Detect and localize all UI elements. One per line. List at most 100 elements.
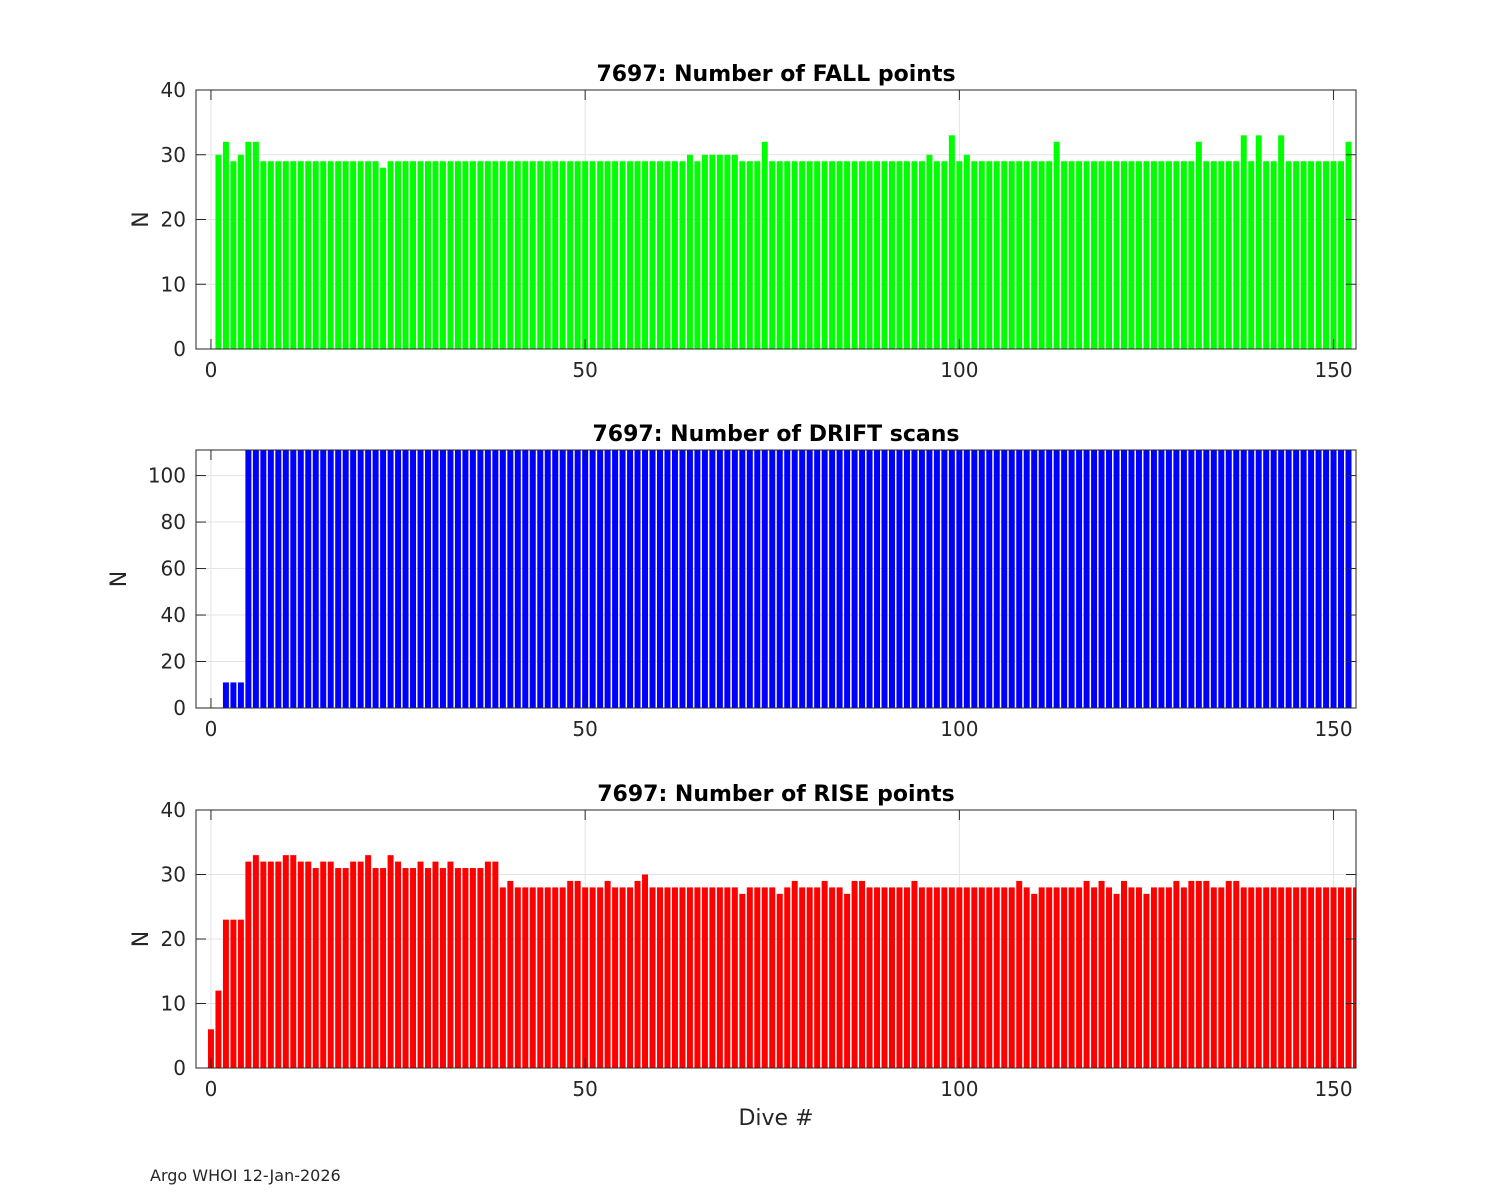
rise-bar (686, 887, 693, 1068)
rise-bar (619, 887, 626, 1068)
drift-bar (252, 450, 259, 708)
rise-bar (709, 887, 716, 1068)
rise-bar (1375, 881, 1381, 1068)
fall-bar (739, 161, 746, 349)
rise-xtick-label: 100 (940, 1077, 978, 1101)
drift-bar (731, 450, 738, 708)
fall-bar (380, 167, 387, 349)
rise-bar (1016, 880, 1023, 1068)
rise-bar (327, 861, 334, 1068)
rise-bar (821, 880, 828, 1068)
fall-bar (365, 161, 372, 349)
fall-bar (1165, 161, 1172, 349)
drift-bar (1150, 450, 1157, 708)
drift-bar (305, 450, 312, 708)
fall-bar (1068, 161, 1075, 349)
drift-bar (1248, 450, 1255, 708)
fall-title: 7697: Number of FALL points (596, 62, 955, 87)
rise-bar (260, 861, 267, 1068)
rise-xtick-label: 50 (572, 1077, 597, 1101)
rise-bar (911, 880, 918, 1068)
drift-bar (657, 450, 663, 708)
rise-ylabel: N (129, 931, 154, 947)
rise-bar (933, 887, 940, 1068)
fall-bar (963, 154, 970, 349)
rise-bar (567, 880, 574, 1068)
drift-bar (1218, 450, 1225, 708)
fall-bar (911, 161, 918, 349)
rise-bar (814, 887, 821, 1068)
rise-bar (290, 855, 297, 1068)
rise-bar (866, 887, 873, 1068)
fall-bar (342, 161, 349, 349)
rise-bar (537, 887, 544, 1068)
fall-bar (716, 154, 723, 349)
fall-bar (941, 161, 948, 349)
drift-bar (402, 450, 409, 708)
fall-bar (1128, 161, 1135, 349)
rise-bar (1023, 887, 1030, 1068)
fall-bar (454, 161, 461, 349)
drift-bar (1225, 450, 1232, 708)
rise-bar (559, 887, 566, 1068)
rise-bar (410, 868, 417, 1068)
rise-bar (439, 868, 446, 1068)
fall-bar (754, 161, 761, 349)
drift-bar (297, 450, 304, 708)
fall-bar (956, 161, 963, 349)
fall-bar (1158, 161, 1165, 349)
rise-bar (252, 855, 259, 1068)
fall-bar (791, 161, 798, 349)
drift-bar (275, 450, 282, 708)
rise-bar (1278, 887, 1285, 1068)
drift-bar (267, 450, 274, 708)
fall-bar (1210, 161, 1217, 349)
rise-bar (784, 887, 791, 1068)
fall-bar (1323, 161, 1330, 349)
drift-bar (1263, 450, 1270, 708)
drift-bar (1195, 450, 1202, 708)
fall-bar (978, 161, 985, 349)
fall-bar (821, 161, 828, 349)
rise-bar (1368, 887, 1374, 1068)
fall-bar (1203, 161, 1210, 349)
fall-bar (1263, 161, 1270, 349)
rise-bar (1046, 887, 1053, 1068)
rise-bar (1225, 880, 1232, 1068)
rise-bar (791, 880, 798, 1068)
fall-bar (1270, 161, 1277, 349)
fall-bar (275, 161, 282, 349)
fall-bar (836, 161, 843, 349)
drift-bar (372, 450, 379, 708)
rise-bar (896, 887, 903, 1068)
drift-bar (1293, 450, 1300, 708)
rise-bar (1031, 893, 1038, 1068)
rise-ytick-label: 30 (161, 863, 186, 887)
drift-bar (574, 450, 581, 708)
drift-bar (776, 450, 783, 708)
drift-bar (1323, 450, 1330, 708)
drift-bar (1106, 450, 1113, 708)
drift-bar (911, 450, 918, 708)
fall-bar (1180, 161, 1187, 349)
rise-bar (477, 868, 484, 1068)
rise-bar (806, 887, 813, 1068)
rise-bar (320, 861, 327, 1068)
rise-xtick-label: 0 (205, 1077, 218, 1101)
drift-bar (709, 450, 716, 708)
fall-bars (215, 135, 1352, 349)
drift-bar (1023, 450, 1030, 708)
fall-bar (657, 161, 663, 349)
drift-bar (410, 450, 417, 708)
fall-bar (1016, 161, 1023, 349)
drift-bar (619, 450, 626, 708)
rise-bar (499, 887, 506, 1068)
rise-bar (612, 887, 619, 1068)
rise-bar (1098, 880, 1105, 1068)
fall-bar (1338, 161, 1345, 349)
rise-bar (402, 868, 409, 1068)
drift-bar (664, 450, 671, 708)
drift-bar (1203, 450, 1210, 708)
rise-title: 7697: Number of RISE points (597, 782, 955, 807)
fall-bar (559, 161, 566, 349)
